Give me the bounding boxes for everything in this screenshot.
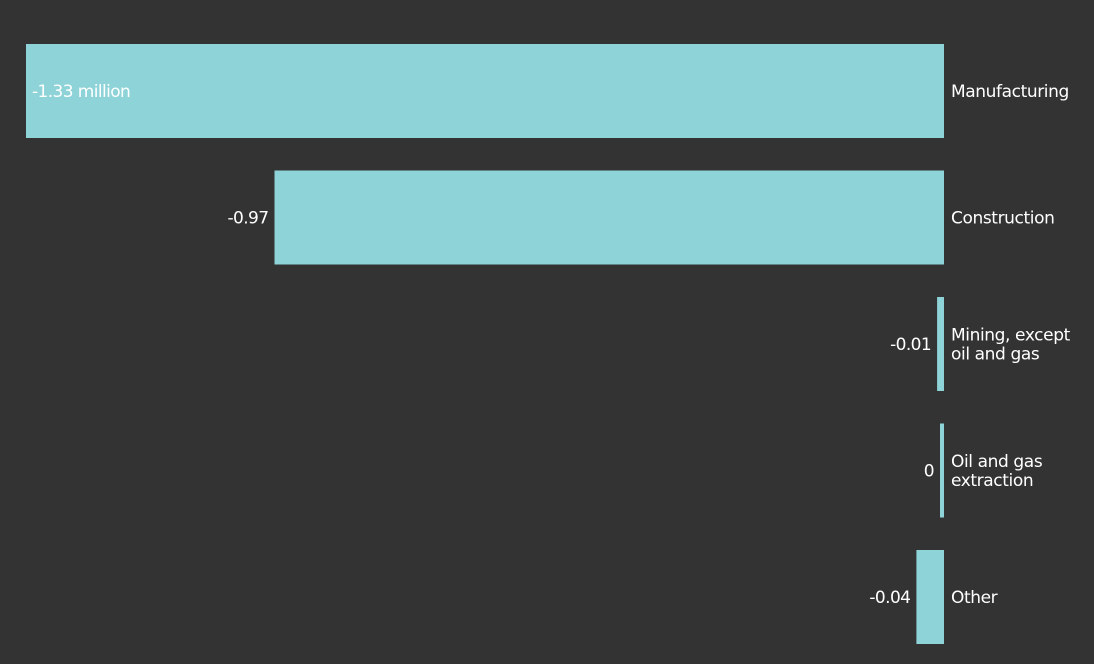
bar-value-label-4: -0.04 [869,588,910,608]
bar-2 [937,297,944,391]
category-label-1: Construction [951,209,1054,229]
bar-value-label-2: -0.01 [890,335,931,355]
category-label-0: Manufacturing [951,82,1069,102]
category-label-2: Mining, except oil and gas [951,326,1071,365]
bar-value-label-1: -0.97 [227,209,268,229]
category-label-3: Oil and gas extraction [951,452,1043,491]
bar-3 [940,423,944,518]
category-label-4: Other [951,588,998,608]
bar-value-label-3: 0 [924,462,934,482]
bar-4 [916,550,944,644]
bar-value-label-0: -1.33 million [32,82,130,102]
bar-1 [274,170,944,265]
bar-0 [26,44,944,138]
